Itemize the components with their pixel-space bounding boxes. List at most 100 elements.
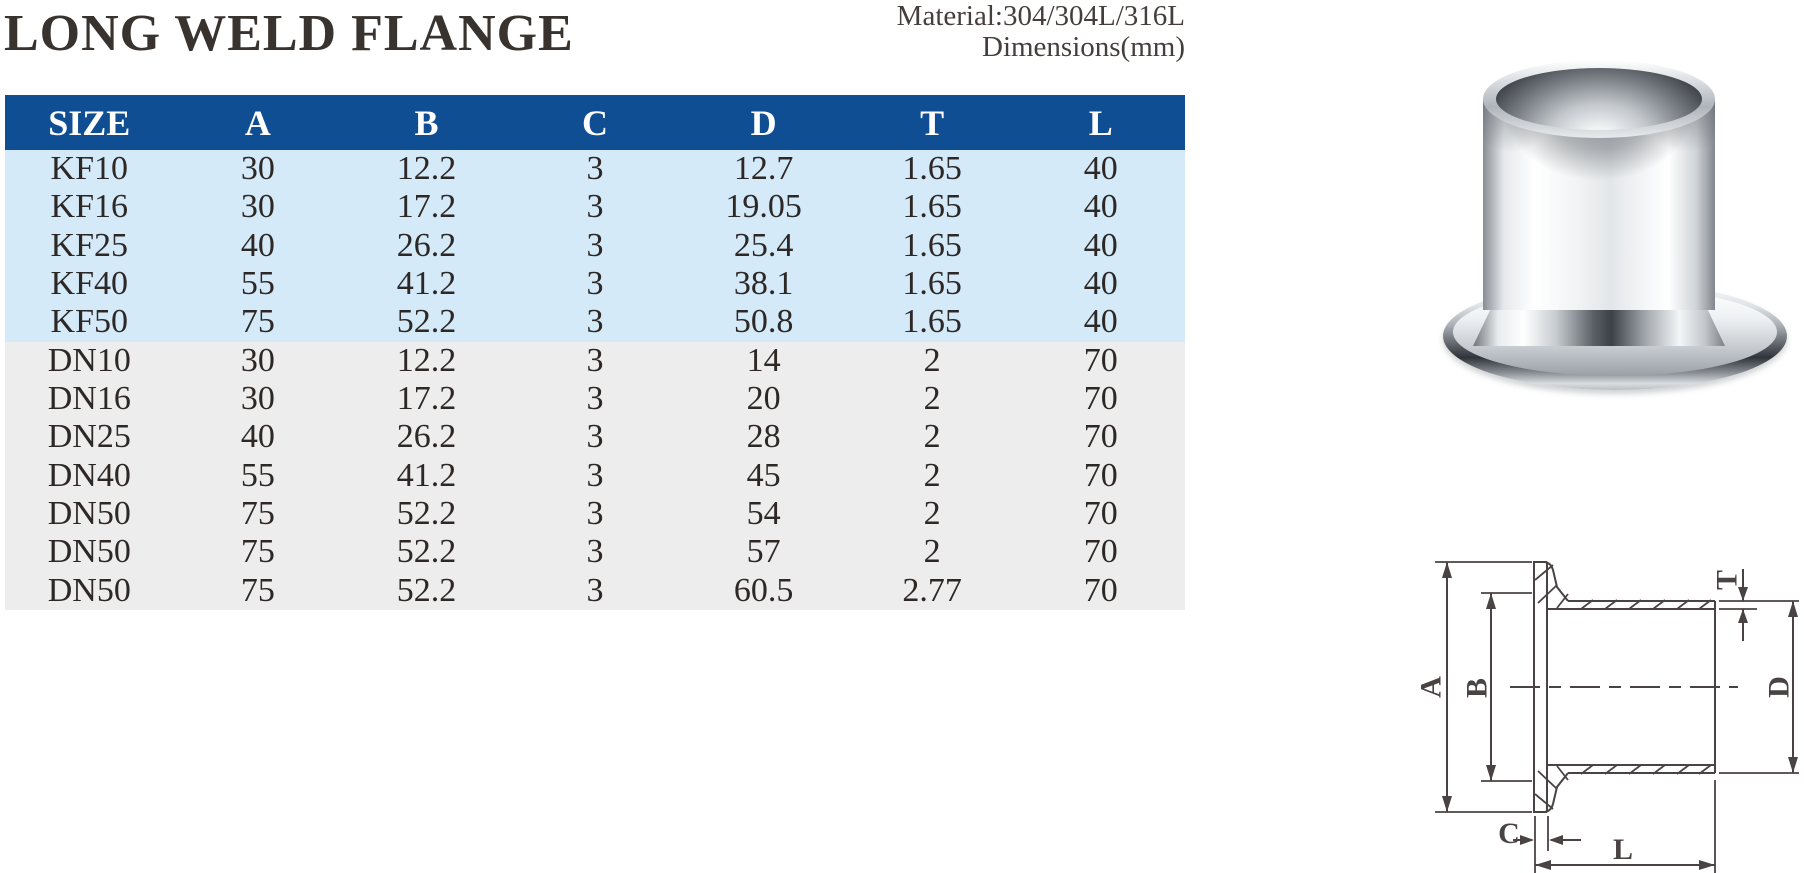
table-cell: 3	[586, 495, 604, 533]
table-cell: 3	[586, 188, 604, 226]
table-cell: KF10	[50, 150, 129, 188]
table-row: KF10 30 12.2 3 12.7 1.65 40	[5, 150, 1185, 189]
table-cell: 2	[923, 418, 941, 456]
table-cell: 3	[586, 418, 604, 456]
table-row: KF50 75 52.2 3 50.8 1.65 40	[5, 303, 1185, 342]
table-cell: 70	[1083, 341, 1118, 379]
table-cell: 17.2	[396, 188, 457, 226]
table-cell: 2	[923, 533, 941, 571]
table-cell: 57	[746, 533, 781, 571]
hatching	[1534, 564, 1712, 810]
table-cell: 45	[746, 456, 781, 494]
table-cell: 30	[240, 188, 275, 226]
table-cell: 30	[240, 341, 275, 379]
table-cell: DN25	[47, 418, 131, 456]
column-header: D	[750, 102, 777, 143]
table-cell: 40	[1083, 265, 1118, 303]
table-row: KF40 55 41.2 3 38.1 1.65 40	[5, 264, 1185, 304]
table-cell: 52.2	[396, 533, 457, 571]
table-cell: DN16	[47, 380, 131, 418]
page-title: LONG WELD FLANGE	[4, 5, 574, 62]
table-cell: 2	[923, 456, 941, 494]
table-cell: 54	[746, 495, 781, 533]
table-cell: 75	[240, 533, 275, 571]
table-cell: 2	[923, 495, 941, 533]
table-cell: 3	[586, 571, 604, 609]
table-cell: 12.2	[396, 341, 457, 379]
table-cell: 1.65	[902, 265, 962, 303]
table-cell: DN50	[47, 533, 131, 571]
table-cell: DN50	[47, 495, 131, 533]
table-cell: 70	[1083, 418, 1118, 456]
dimensions-line: Dimensions(mm)	[982, 31, 1185, 63]
dimension-label-l: L	[1613, 833, 1633, 866]
table-cell: 75	[240, 571, 275, 609]
table-row: DN40 55 41.2 3 45 2 70	[5, 456, 1185, 495]
technical-drawing: A B T D C L	[1415, 561, 1799, 873]
dimension-labels: A B T D C L	[1415, 570, 1796, 866]
table-body: KF10 30 12.2 3 12.7 1.65 40 KF16 30 17.2 3 19.05 1.6…	[5, 150, 1185, 610]
table-cell: 30	[240, 150, 275, 188]
table-cell: 40	[1083, 226, 1118, 264]
table-cell: DN10	[47, 341, 131, 379]
table-cell: 41.2	[396, 265, 457, 303]
table-cell: 20	[746, 380, 781, 418]
dimension-label-b: B	[1461, 678, 1494, 698]
table-cell: 3	[586, 533, 604, 571]
table-cell: 50.8	[733, 303, 794, 341]
column-header: C	[582, 102, 609, 143]
table-cell: 19.05	[725, 188, 802, 226]
table-cell: 70	[1083, 456, 1118, 494]
table-cell: 3	[586, 226, 604, 264]
table-cell: 3	[586, 380, 604, 418]
column-header: L	[1088, 102, 1113, 143]
extension-lines	[1435, 561, 1799, 873]
spec-table: SIZE A B C D T L KF10 30 12.2 3 12.7 1.65 40 KF16 30 17…	[5, 95, 1185, 610]
table-cell: 55	[240, 265, 275, 303]
table-cell: 17.2	[396, 380, 457, 418]
dimension-label-d: D	[1763, 676, 1796, 698]
column-header: SIZE	[48, 102, 131, 143]
table-cell: KF25	[50, 226, 129, 264]
arrowheads	[1442, 562, 1798, 870]
table-cell: 1.65	[902, 150, 962, 188]
table-row: KF16 30 17.2 3 19.05 1.65 40	[5, 188, 1185, 227]
column-header: T	[920, 102, 945, 143]
table-cell: KF16	[50, 188, 129, 226]
table-row: KF25 40 26.2 3 25.4 1.65 40	[5, 226, 1185, 265]
table-cell: KF50	[50, 303, 129, 341]
table-cell: DN40	[47, 456, 131, 494]
table-cell: 40	[1083, 303, 1118, 341]
material-note: Material:304/304L/316L Dimensions(mm)	[600, 1, 1185, 63]
table-cell: 52.2	[396, 571, 457, 609]
table-cell: 3	[586, 265, 604, 303]
table-cell: 38.1	[733, 265, 794, 303]
table-cell: 2.77	[902, 571, 962, 609]
table-cell: 2	[923, 341, 941, 379]
dimension-label-a: A	[1415, 676, 1448, 698]
dimension-lines	[1446, 562, 1794, 866]
table-cell: 1.65	[902, 226, 962, 264]
table-cell: 60.5	[733, 571, 794, 609]
table-cell: 52.2	[396, 303, 457, 341]
table-cell: 25.4	[733, 226, 794, 264]
flange-bore-shape	[1496, 68, 1702, 130]
table-cell: 55	[240, 456, 275, 494]
part-outline	[1533, 561, 1716, 813]
dimension-label-t: T	[1711, 570, 1744, 590]
column-header: A	[244, 102, 271, 143]
table-cell: 70	[1083, 533, 1118, 571]
table-cell: 14	[746, 341, 781, 379]
table-cell: 40	[240, 226, 275, 264]
table-cell: 26.2	[396, 226, 457, 264]
table-cell: 70	[1083, 495, 1118, 533]
table-cell: KF40	[50, 265, 129, 303]
product-photo	[1395, 50, 1800, 395]
table-cell: 1.65	[902, 303, 962, 341]
table-row: DN50 75 52.2 3 54 2 70	[5, 494, 1185, 534]
table-cell: 2	[923, 380, 941, 418]
table-cell: 40	[240, 418, 275, 456]
table-row: DN16 30 17.2 3 20 2 70	[5, 379, 1185, 419]
table-cell: 40	[1083, 188, 1118, 226]
table-cell: DN50	[47, 571, 131, 609]
